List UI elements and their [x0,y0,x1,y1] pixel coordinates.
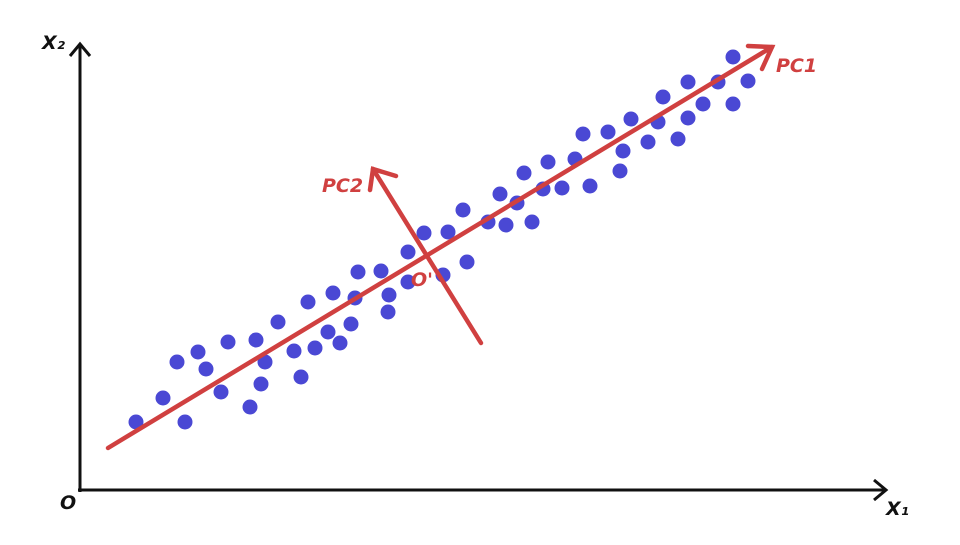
x-axis-arrowhead [873,478,889,502]
data-point-43 [575,126,591,142]
pc1-label: PC1 [776,55,817,77]
pc1-arrowhead [745,43,776,72]
center-label: O' [411,269,433,291]
pc2-arrow [370,166,484,346]
data-point-10 [257,354,273,370]
data-point-1 [155,390,171,406]
data-point-57 [725,49,741,65]
data-point-20 [325,285,341,301]
data-point-35 [498,217,514,233]
data-point-4 [190,344,206,360]
data-point-48 [623,111,639,127]
data-point-32 [459,254,475,270]
data-point-30 [440,224,456,240]
data-point-45 [600,124,616,140]
data-point-46 [615,143,631,159]
data-point-3 [169,354,185,370]
data-point-27 [400,244,416,260]
data-point-13 [293,369,309,385]
data-point-34 [492,186,508,202]
data-point-53 [680,74,696,90]
axes [68,41,889,502]
principal-components [105,43,776,451]
data-point-0 [128,414,144,430]
origin-label: O [60,492,76,514]
data-point-5 [198,361,214,377]
data-point-7 [220,334,236,350]
x-axis-label: X₁ [885,498,909,520]
data-point-16 [300,294,316,310]
data-point-15 [307,340,323,356]
data-point-51 [655,89,671,105]
data-point-17 [320,324,336,340]
data-point-19 [343,316,359,332]
data-point-47 [612,163,628,179]
data-point-11 [248,332,264,348]
data-point-31 [455,202,471,218]
pc2-label: PC2 [322,175,363,197]
data-point-40 [540,154,556,170]
data-point-49 [640,134,656,150]
data-point-37 [524,214,540,230]
data-point-41 [554,180,570,196]
data-point-8 [242,399,258,415]
data-point-44 [582,178,598,194]
data-points [128,49,756,430]
data-point-52 [670,131,686,147]
data-point-22 [350,264,366,280]
data-point-38 [516,165,532,181]
data-point-54 [680,110,696,126]
y-axis-arrowhead [68,41,92,57]
data-point-23 [373,263,389,279]
pc1-arrow [105,44,775,451]
data-point-6 [213,384,229,400]
pc2-arrowhead [367,166,399,193]
data-point-9 [253,376,269,392]
data-point-18 [332,335,348,351]
data-point-58 [725,96,741,112]
data-point-59 [740,73,756,89]
data-point-25 [380,304,396,320]
data-point-55 [695,96,711,112]
data-point-24 [381,287,397,303]
data-point-28 [416,225,432,241]
data-point-26 [400,274,416,290]
y-axis-label: X₂ [41,32,66,54]
data-point-14 [286,343,302,359]
data-point-12 [270,314,286,330]
data-point-2 [177,414,193,430]
